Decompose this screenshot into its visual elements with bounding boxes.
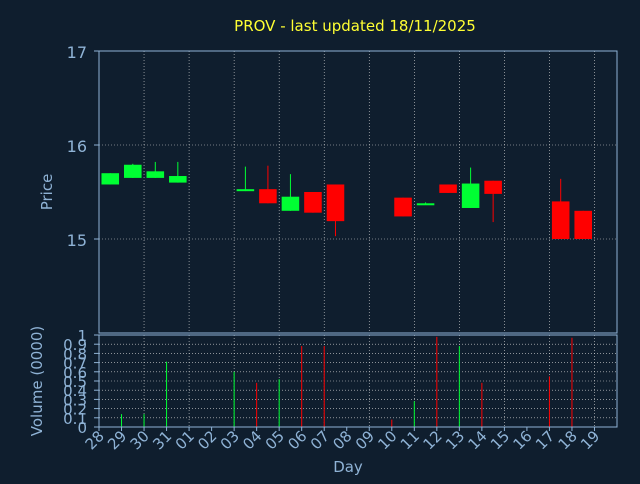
x-tick-label: 19 xyxy=(577,427,603,453)
price-tick-label: 17 xyxy=(67,43,87,62)
volume-bars xyxy=(121,336,573,427)
candle-body xyxy=(326,184,345,222)
candle-body xyxy=(304,192,322,213)
volume-tick-label: 0.3 xyxy=(63,391,87,409)
candle-body xyxy=(101,173,120,185)
candle-body xyxy=(439,184,457,193)
price-tick-label: 16 xyxy=(67,137,87,156)
candle-body xyxy=(484,180,502,194)
candle-body xyxy=(551,201,570,239)
volume-axis-label: Volume (0000) xyxy=(28,326,46,436)
candle-body xyxy=(146,171,165,178)
candle-body xyxy=(416,203,435,206)
chart-title: PROV - last updated 18/11/2025 xyxy=(234,17,476,35)
price-axis-label: Price xyxy=(38,174,56,211)
volume-tick-label: 0.6 xyxy=(63,364,87,382)
volume-tick-label: 0.7 xyxy=(63,355,87,373)
volume-tick-label: 0.2 xyxy=(63,401,87,419)
candle-body xyxy=(574,210,593,239)
volume-tick-label: 0.4 xyxy=(63,382,87,400)
candle-body xyxy=(169,176,187,183)
volume-tick-label: 0.8 xyxy=(63,345,87,363)
volume-panel-frame xyxy=(98,334,618,428)
volume-tick-label: 0.5 xyxy=(63,373,87,391)
candle-body xyxy=(259,189,277,204)
volume-tick-label: 0 xyxy=(77,419,87,437)
candle-body xyxy=(461,183,480,208)
price-tick-label: 15 xyxy=(67,231,87,250)
price-panel-frame xyxy=(98,50,618,334)
candles xyxy=(101,161,593,239)
volume-tick-label: 1 xyxy=(77,327,87,345)
x-axis-label: Day xyxy=(333,458,363,476)
gridlines xyxy=(99,51,617,427)
candle-body xyxy=(236,189,255,192)
volume-tick-label: 0.1 xyxy=(63,410,87,428)
candle-body xyxy=(394,197,412,217)
candle-body xyxy=(281,196,300,211)
volume-tick-label: 0.9 xyxy=(63,336,87,354)
candle-body xyxy=(123,164,142,178)
